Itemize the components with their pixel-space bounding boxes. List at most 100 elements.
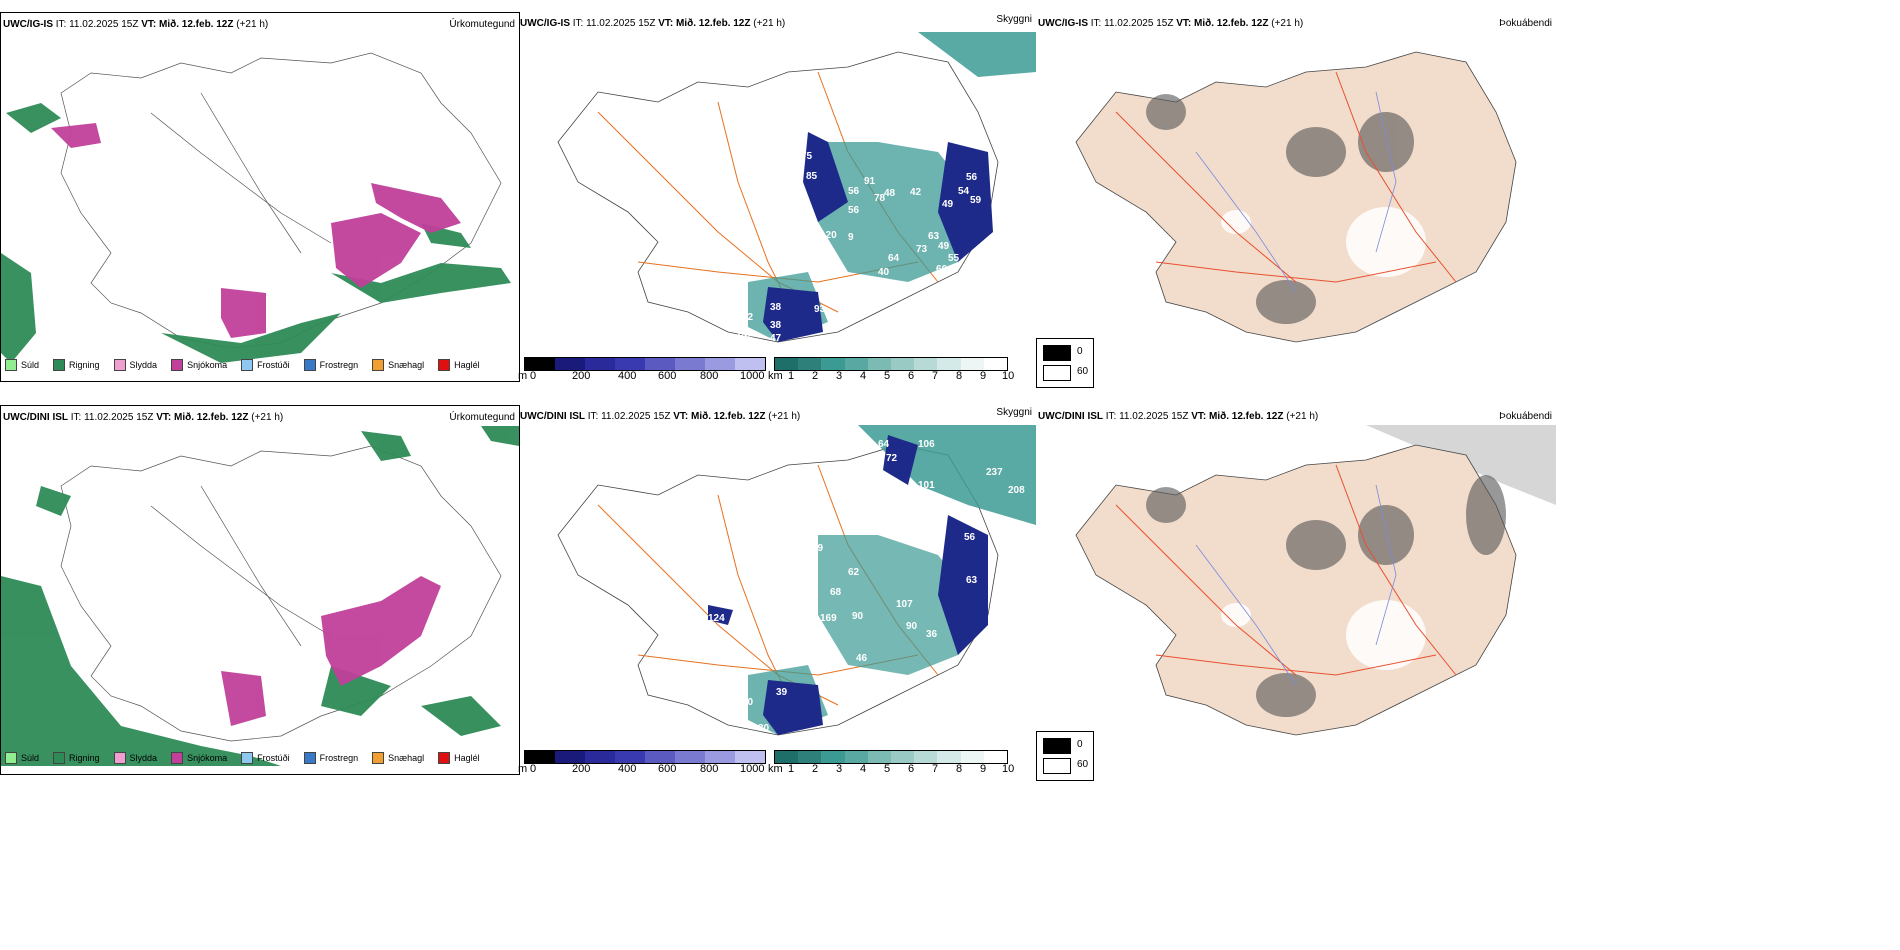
row1-visibility-scale-labels: km 1 2 3 4 5 6 7 8 9 10: [768, 370, 1015, 382]
cloud-base-label: 64: [878, 439, 890, 450]
cloud-base-label: 47: [770, 333, 782, 344]
legend-item: Súld: [5, 752, 39, 764]
legend-item: Súld: [5, 359, 39, 371]
cloud-base-label: 56: [848, 205, 860, 216]
legend-item: Rigning: [53, 752, 100, 764]
cloud-base-label: 42: [910, 187, 922, 198]
legend-item: Frostúði: [241, 359, 290, 371]
row2-precip-header: UWC/DINI ISL IT: 11.02.2025 15Z VT: Mið.…: [3, 412, 284, 423]
row1-precip-panel: UWC/IG-IS IT: 11.02.2025 15Z VT: Mið. 12…: [0, 12, 520, 382]
row1-precip-map: [1, 52, 511, 363]
cloud-base-label: 72: [742, 312, 754, 323]
row2-cloud-panel: UWC/DINI ISL IT: 11.02.2025 15Z VT: Mið.…: [518, 405, 1036, 775]
cloud-base-label: 48: [884, 188, 896, 199]
row2-visibility-scale: [774, 750, 1008, 764]
legend-item: Haglél: [438, 752, 480, 764]
row1-precip-legend: Súld Rigning Slydda Snjókoma Frostúði Fr…: [5, 359, 480, 371]
cloud-base-label: 46: [870, 279, 882, 290]
cloud-base-label: 72: [886, 453, 898, 464]
cloud-base-label: 66: [936, 264, 948, 275]
cloud-base-label: 49: [942, 199, 954, 210]
row2-fog-header: UWC/DINI ISL IT: 11.02.2025 15Z VT: Mið.…: [1038, 411, 1319, 422]
row2-fog-title: Þokuábendi: [1499, 411, 1552, 422]
row1-cloud-title: Skyggni: [996, 14, 1032, 25]
row1-cloud-header: UWC/IG-IS IT: 11.02.2025 15Z VT: Mið. 12…: [520, 18, 786, 29]
cloud-base-label: 56: [964, 532, 976, 543]
cloud-base-label: 69: [830, 298, 842, 309]
cloud-base-label: 77: [804, 529, 816, 540]
cloud-base-label: 39: [776, 687, 788, 698]
legend-item: Snjókoma: [171, 752, 227, 764]
cloud-base-label: 38: [770, 320, 782, 331]
row1-fog-title: Þokuábendi: [1499, 18, 1552, 29]
row1-cloud-panel: UWC/IG-IS IT: 11.02.2025 15Z VT: Mið. 12…: [518, 12, 1036, 382]
row2-precip-title: Úrkomutegund: [449, 412, 515, 423]
cloud-base-label: 63: [966, 575, 978, 586]
cloud-base-label: 30: [758, 723, 770, 734]
cloud-base-label: 46: [856, 653, 868, 664]
cloud-base-label: 93: [814, 304, 826, 315]
row2-visibility-scale-labels: km 1 2 3 4 5 6 7 8 9 10: [768, 763, 1015, 775]
cloud-base-label: 142: [736, 330, 753, 341]
row1-precip-title: Úrkomutegund: [449, 19, 515, 30]
row2-cloud-header: UWC/DINI ISL IT: 11.02.2025 15Z VT: Mið.…: [520, 411, 801, 422]
cloud-base-label: 55: [948, 253, 960, 264]
cloud-base-label: 56: [966, 172, 978, 183]
cloud-base-label: 21: [878, 44, 890, 55]
legend-item: Snæhagl: [372, 752, 424, 764]
row2-cloud-map: 64 72 106 101 237 208 77 99 62 68 169 90 107 90 36 46 12…: [557, 425, 1036, 736]
row2-height-scale-labels: m 0 200 400 600 800 1000: [518, 763, 765, 775]
row2-fog-panel: UWC/DINI ISL IT: 11.02.2025 15Z VT: Mið.…: [1036, 405, 1556, 781]
cloud-base-label: 107: [896, 599, 913, 610]
legend-item: Frostregn: [303, 752, 358, 764]
cloud-base-label: 99: [812, 543, 824, 554]
cloud-base-label: 169: [820, 613, 837, 624]
cloud-base-label: 68: [830, 587, 842, 598]
cloud-base-label: 49: [938, 241, 950, 252]
row1-fog-header: UWC/IG-IS IT: 11.02.2025 15Z VT: Mið. 12…: [1038, 18, 1304, 29]
legend-item: Snæhagl: [372, 359, 424, 371]
cloud-base-label: 36: [926, 629, 938, 640]
cloud-base-label: 59: [970, 195, 982, 206]
row2-fog-legend: 0 60: [1036, 731, 1094, 781]
row1-precip-header: UWC/IG-IS IT: 11.02.2025 15Z VT: Mið. 12…: [3, 19, 269, 30]
row2-cloud-title: Skyggni: [996, 407, 1032, 418]
row2-precip-map: [1, 426, 519, 766]
cloud-base-label: 62: [848, 567, 860, 578]
row2-precip-panel: UWC/DINI ISL IT: 11.02.2025 15Z VT: Mið.…: [0, 405, 520, 775]
cloud-base-label: 85: [806, 171, 818, 182]
row1-visibility-scale: [774, 357, 1008, 371]
cloud-base-label: 91: [864, 176, 876, 187]
cloud-base-label: 54: [958, 186, 970, 197]
cloud-base-label: 60: [742, 697, 754, 708]
cloud-base-label: 64: [888, 253, 900, 264]
row1-fog-panel: UWC/IG-IS IT: 11.02.2025 15Z VT: Mið. 12…: [1036, 12, 1556, 388]
cloud-base-label: 120: [820, 230, 837, 241]
cloud-base-label: 63: [928, 231, 940, 242]
cloud-base-label: 101: [918, 480, 935, 491]
cloud-base-label: 124: [708, 613, 725, 624]
cloud-base-label: 208: [1008, 485, 1025, 496]
legend-item: Snjókoma: [171, 359, 227, 371]
legend-item: Frostregn: [303, 359, 358, 371]
legend-item: Slydda: [113, 752, 157, 764]
row2-precip-legend: Súld Rigning Slydda Snjókoma Frostúði Fr…: [5, 752, 480, 764]
cloud-base-label: 86: [926, 99, 938, 110]
legend-item: Frostúði: [241, 752, 290, 764]
cloud-base-label: 75: [801, 151, 813, 162]
cloud-base-label: 38: [770, 302, 782, 313]
cloud-base-label: 90: [852, 611, 864, 622]
row1-height-scale-labels: m 0 200 400 600 800 1000: [518, 370, 765, 382]
cloud-base-label: 73: [916, 244, 928, 255]
cloud-base-label: 40: [878, 267, 890, 278]
cloud-base-label: 237: [986, 467, 1003, 478]
cloud-base-label: 56: [848, 186, 860, 197]
row1-height-scale: [524, 357, 766, 371]
legend-item: Haglél: [438, 359, 480, 371]
row1-fog-legend: 0 60: [1036, 338, 1094, 388]
row2-height-scale: [524, 750, 766, 764]
cloud-base-label: 9: [848, 232, 854, 243]
cloud-base-label: 90: [906, 621, 918, 632]
cloud-base-label: 22: [890, 60, 902, 71]
